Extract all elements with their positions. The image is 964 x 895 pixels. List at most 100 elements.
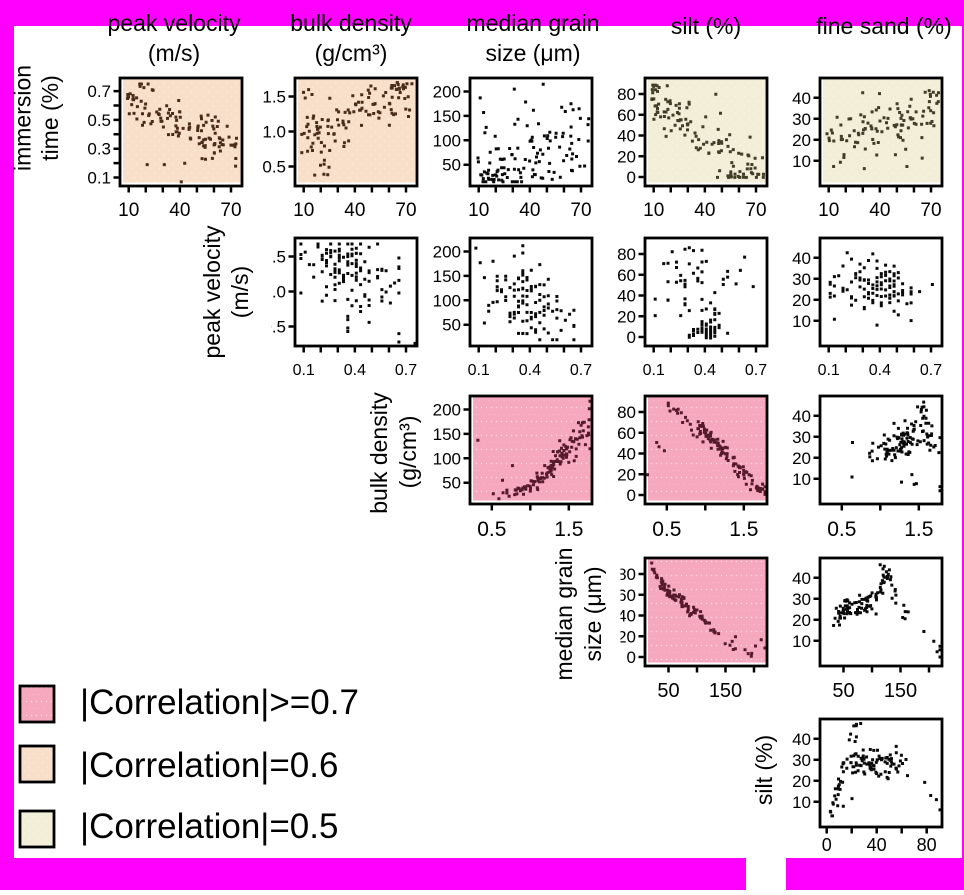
svg-text:80: 80	[917, 835, 937, 855]
svg-text:1.5: 1.5	[904, 518, 933, 541]
svg-text:20: 20	[617, 307, 636, 326]
svg-text:(g/cm³): (g/cm³)	[315, 40, 388, 66]
svg-text:0.7: 0.7	[920, 362, 942, 379]
svg-text:10: 10	[468, 200, 489, 221]
svg-text:40: 40	[792, 407, 811, 426]
svg-text:0.5: 0.5	[652, 518, 681, 541]
svg-text:30: 30	[792, 751, 811, 770]
svg-text:40: 40	[867, 835, 887, 855]
svg-text:10: 10	[792, 152, 811, 171]
svg-text:30: 30	[792, 428, 811, 447]
svg-text:silt (%): silt (%)	[751, 735, 777, 805]
svg-text:150: 150	[433, 267, 461, 286]
svg-text:40: 40	[792, 569, 811, 588]
svg-text:median grain: median grain	[551, 548, 577, 681]
svg-text:20: 20	[792, 772, 811, 791]
svg-text:10: 10	[792, 632, 811, 651]
svg-text:100: 100	[433, 291, 461, 310]
svg-text:100: 100	[433, 131, 461, 150]
svg-text:50: 50	[442, 316, 461, 335]
svg-text:peak velocity: peak velocity	[199, 225, 225, 358]
svg-text:10: 10	[118, 200, 139, 221]
svg-text:40: 40	[792, 730, 811, 749]
svg-text:0: 0	[822, 835, 832, 855]
svg-text:10: 10	[293, 200, 314, 221]
svg-text:70: 70	[745, 200, 766, 221]
svg-text:1.5: 1.5	[262, 88, 286, 107]
svg-text:0.1: 0.1	[818, 362, 840, 379]
svg-text:50: 50	[442, 156, 461, 175]
svg-text:150: 150	[884, 680, 917, 702]
svg-text:10: 10	[792, 312, 811, 331]
svg-text:0.3: 0.3	[87, 140, 111, 159]
svg-text:20: 20	[792, 131, 811, 150]
svg-text:40: 40	[344, 200, 365, 221]
svg-text:10: 10	[643, 200, 664, 221]
svg-text:0.4: 0.4	[694, 362, 716, 379]
svg-text:0.1: 0.1	[643, 362, 665, 379]
svg-text:40: 40	[617, 287, 636, 306]
svg-text:150: 150	[709, 680, 742, 702]
svg-text:immersion: immersion	[10, 65, 36, 171]
svg-text:fine sand (%): fine sand (%)	[816, 13, 952, 39]
svg-text:40: 40	[169, 200, 190, 221]
svg-text:200: 200	[433, 401, 461, 420]
svg-text:40: 40	[694, 200, 715, 221]
svg-text:20: 20	[792, 291, 811, 310]
svg-text:0.5: 0.5	[827, 518, 856, 541]
svg-text:peak velocity: peak velocity	[108, 10, 241, 36]
svg-text:100: 100	[433, 449, 461, 468]
svg-text:50: 50	[657, 680, 679, 702]
svg-text:20: 20	[617, 147, 636, 166]
svg-text:median grain: median grain	[467, 10, 600, 36]
svg-text:40: 40	[617, 607, 636, 626]
svg-text:|Correlation|=0.5: |Correlation|=0.5	[80, 807, 338, 846]
svg-text:60: 60	[617, 266, 636, 285]
svg-text:0.7: 0.7	[395, 362, 417, 379]
svg-text:20: 20	[792, 449, 811, 468]
svg-text:0.5: 0.5	[262, 158, 286, 177]
svg-text:0.4: 0.4	[869, 362, 891, 379]
svg-text:|Correlation|>=0.7: |Correlation|>=0.7	[80, 683, 359, 722]
svg-text:200: 200	[433, 83, 461, 102]
svg-text:40: 40	[617, 445, 636, 464]
svg-text:40: 40	[519, 200, 540, 221]
svg-text:0.1: 0.1	[293, 362, 315, 379]
svg-text:40: 40	[617, 127, 636, 146]
svg-text:80: 80	[617, 403, 636, 422]
svg-text:0.7: 0.7	[87, 82, 111, 101]
svg-text:50: 50	[832, 680, 854, 702]
svg-text:bulk density: bulk density	[366, 392, 392, 514]
svg-text:80: 80	[617, 565, 636, 584]
svg-text:(m/s): (m/s)	[148, 40, 200, 66]
svg-text:40: 40	[792, 89, 811, 108]
svg-text:0: 0	[627, 486, 636, 505]
svg-text:size (μm): size (μm)	[485, 40, 580, 66]
svg-text:0: 0	[627, 168, 636, 187]
svg-text:70: 70	[920, 200, 941, 221]
svg-text:1.0: 1.0	[262, 283, 286, 302]
svg-text:30: 30	[792, 270, 811, 289]
svg-text:0.4: 0.4	[519, 362, 541, 379]
svg-text:70: 70	[570, 200, 591, 221]
svg-text:10: 10	[792, 793, 811, 812]
svg-text:10: 10	[818, 200, 839, 221]
svg-text:60: 60	[617, 586, 636, 605]
svg-text:bulk density: bulk density	[290, 10, 412, 36]
svg-text:silt (%): silt (%)	[671, 13, 741, 39]
svg-text:60: 60	[617, 106, 636, 125]
svg-text:0.5: 0.5	[87, 111, 111, 130]
svg-text:30: 30	[792, 110, 811, 129]
svg-text:0.1: 0.1	[468, 362, 490, 379]
svg-text:20: 20	[617, 627, 636, 646]
svg-text:80: 80	[617, 245, 636, 264]
svg-text:80: 80	[617, 85, 636, 104]
svg-text:0.5: 0.5	[477, 518, 506, 541]
svg-text:70: 70	[395, 200, 416, 221]
svg-text:20: 20	[792, 611, 811, 630]
svg-text:|Correlation|=0.6: |Correlation|=0.6	[80, 746, 338, 785]
svg-text:0: 0	[627, 328, 636, 347]
svg-text:0.1: 0.1	[87, 169, 111, 188]
svg-text:1.5: 1.5	[262, 248, 286, 267]
svg-text:1.0: 1.0	[262, 123, 286, 142]
